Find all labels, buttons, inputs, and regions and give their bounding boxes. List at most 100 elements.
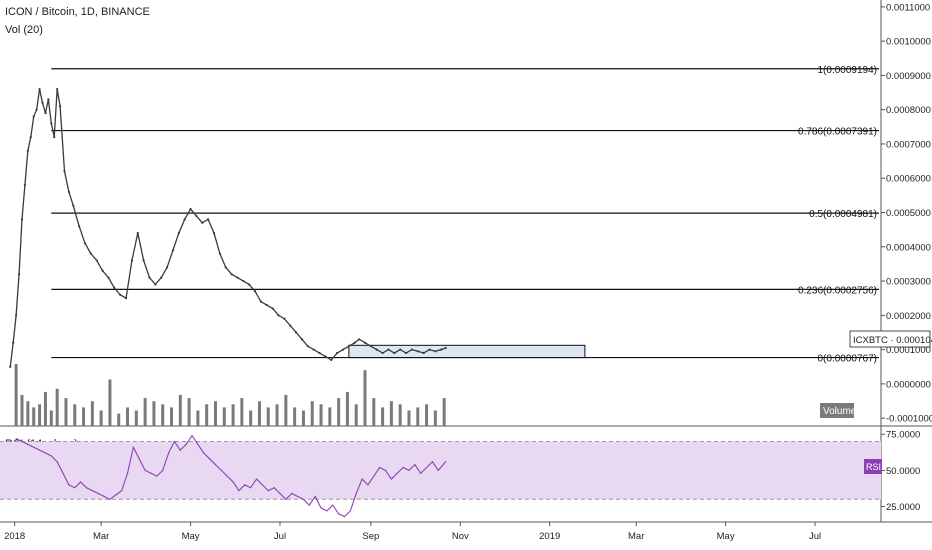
price-point <box>142 259 145 262</box>
price-tick-label: 0.0003000 <box>886 277 931 288</box>
rsi-point <box>173 440 176 443</box>
rsi-point <box>367 484 369 486</box>
volume-tag-label: Volume <box>823 406 857 417</box>
rsi-point <box>273 487 275 489</box>
time-tick-label: May <box>182 531 200 542</box>
rsi-point <box>220 469 222 471</box>
price-point <box>265 303 268 307</box>
price-point <box>242 279 245 283</box>
rsi-point <box>361 478 363 480</box>
rsi-point <box>314 495 316 498</box>
price-point <box>50 122 53 125</box>
volume-bar <box>319 404 323 426</box>
price-point <box>224 266 227 269</box>
volume-bar <box>126 407 130 426</box>
time-tick-label: Mar <box>628 531 644 542</box>
volume-bar <box>99 410 103 426</box>
volume-bar <box>32 407 36 426</box>
price-point <box>422 351 425 355</box>
volume-bar <box>73 404 77 426</box>
volume-bar <box>284 395 288 426</box>
price-point <box>399 348 402 351</box>
price-point <box>183 218 186 221</box>
price-point <box>83 242 87 245</box>
rsi-point <box>132 446 134 448</box>
rsi-point <box>167 452 170 454</box>
price-point <box>369 345 372 348</box>
rsi-point <box>50 455 52 457</box>
price-tick-label: 0.0009000 <box>886 71 931 82</box>
rsi-point <box>396 472 398 474</box>
volume-bar <box>82 407 86 426</box>
rsi-point <box>338 513 340 515</box>
price-point <box>189 207 192 211</box>
rsi-point <box>185 443 187 445</box>
rsi-point <box>150 472 152 474</box>
price-point <box>375 348 378 351</box>
price-point <box>300 338 304 341</box>
price-point <box>248 283 251 286</box>
volume-bar <box>143 398 147 426</box>
price-point <box>387 348 390 351</box>
rsi-point <box>420 472 422 474</box>
price-point <box>59 105 62 108</box>
price-point <box>353 341 356 344</box>
volume-bar <box>266 407 270 426</box>
rsi-point <box>402 466 404 469</box>
price-point <box>363 341 367 344</box>
rsi-point <box>68 484 70 486</box>
fib-retracement[interactable]: 1(0.0009194) 0.786(0.0007391) 0.5(0.000498… <box>51 65 879 365</box>
price-tick-label: 0.0010000 <box>886 37 931 48</box>
price-point <box>253 290 257 293</box>
rsi-point <box>115 494 117 496</box>
rsi-point <box>296 495 299 498</box>
price-point <box>63 170 66 173</box>
price-tick-label: 0.0011000 <box>886 2 930 13</box>
price-tick-label: 0.0005000 <box>886 208 931 219</box>
rsi-tick-label: 25.0000 <box>886 502 920 513</box>
price-point <box>218 252 221 255</box>
price-point <box>381 351 384 355</box>
rsi-point <box>279 492 281 495</box>
price-point <box>12 341 15 344</box>
time-tick-label: Jul <box>809 531 821 542</box>
rsi-line <box>15 435 447 518</box>
rsi-point <box>197 443 199 445</box>
price-point <box>160 276 163 279</box>
rsi-point <box>109 498 111 500</box>
volume-tag: Volume <box>820 403 857 418</box>
price-point <box>207 218 210 221</box>
volume-bar <box>407 410 411 426</box>
rsi-point <box>33 446 35 448</box>
price-point <box>67 190 70 194</box>
chart-title: ICON / Bitcoin, 1D, BINANCE <box>5 6 150 18</box>
volume-bar <box>196 410 200 426</box>
rsi-point <box>250 487 252 489</box>
volume-bar <box>389 401 393 426</box>
volume-bar <box>213 401 217 426</box>
volume-bar <box>205 404 209 426</box>
time-tick-label: Sep <box>362 531 379 542</box>
rsi-point <box>291 492 293 495</box>
price-point <box>23 183 27 187</box>
rsi-point <box>156 475 158 477</box>
price-point <box>230 273 233 276</box>
time-tick-label: 2018 <box>4 531 25 542</box>
rsi-point <box>191 435 193 437</box>
price-point <box>440 348 443 351</box>
price-point <box>53 135 56 139</box>
volume-bar <box>301 410 305 426</box>
volume-bar <box>14 364 18 426</box>
rsi-point <box>44 452 47 454</box>
rsi-point <box>214 464 217 466</box>
fib-level-label: 0.786(0.0007391) <box>798 127 877 138</box>
price-point <box>166 266 169 269</box>
rsi-band <box>0 441 881 500</box>
price-point <box>124 297 128 300</box>
rsi-point <box>27 443 29 445</box>
volume-bar <box>26 401 30 426</box>
rsi-point <box>285 498 287 500</box>
price-point <box>330 358 333 361</box>
volume-bar <box>43 391 47 426</box>
